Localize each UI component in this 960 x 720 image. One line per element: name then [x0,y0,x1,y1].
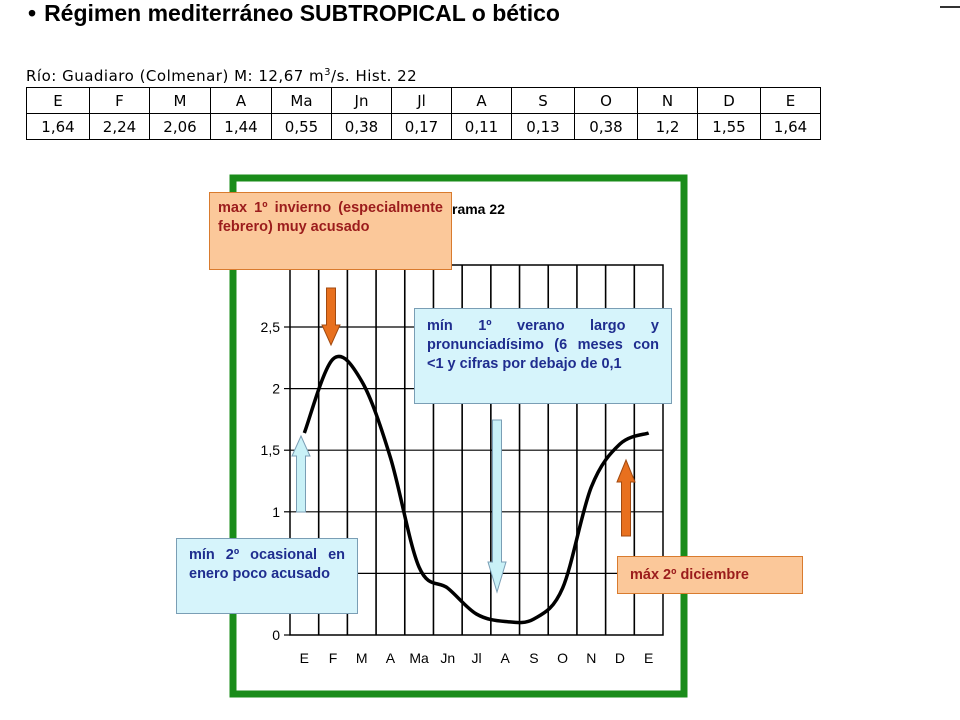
value-cell: 0,38 [331,113,392,140]
annotation-min-january: mín 2º ocasional en enero poco acusado [176,538,358,614]
annotation-max-december-text: máx 2º diciembre [630,567,749,583]
title-text: Régimen mediterráneo SUBTROPICAL o bétic… [44,0,560,26]
value-cell: 1,2 [637,113,698,140]
annotation-min-summer: mín 1º verano largo y pronunciadísimo (6… [414,308,672,404]
value-cell: 0,11 [451,113,512,140]
flow-line [302,354,650,625]
values-row: 1,64 2,24 2,06 1,44 0,55 0,38 0,17 0,11 0,13 0,38… [26,113,821,140]
month-header-cell: A [451,87,512,114]
annotation-max-december: máx 2º diciembre [617,556,803,594]
annotation-min-summer-text: mín 1º verano largo y pronunciadísimo (6… [427,318,659,372]
river-caption-suffix: /s. Hist. 22 [331,67,418,85]
flow-table: E F M A Ma Jn Jl A S O N D E 1,64 2,24 2,06 1,44 0,55 0,3… [26,87,821,140]
x-tick-label: S [529,650,538,666]
river-caption: Río: Guadiaro (Colmenar) M: 12,67 m3/s. … [26,67,417,85]
river-caption-prefix: Río: Guadiaro (Colmenar) M: 12,67 m [26,67,325,85]
month-header-cell: Ma [271,87,332,114]
annotation-min-january-text: mín 2º ocasional en enero poco acusado [189,547,345,582]
month-header-cell: Jl [391,87,452,114]
x-tick-label: A [501,650,511,666]
annotation-max-winter: max 1º invierno (especialmente febrero) … [209,192,452,270]
value-cell: 1,64 [26,113,90,140]
y-tick-label: 2 [272,381,280,397]
bullet: • [28,0,37,26]
value-cell: 1,44 [210,113,272,140]
value-cell: 1,64 [760,113,821,140]
x-tick-label: F [329,650,338,666]
value-cell: 0,38 [574,113,638,140]
y-tick-label: 1 [272,504,280,520]
x-tick-label: A [386,650,396,666]
x-tick-label: Jl [471,650,481,666]
x-tick-label: Jn [440,650,455,666]
x-tick-label: E [300,650,309,666]
x-tick-label: D [615,650,625,666]
value-cell: 0,55 [271,113,332,140]
x-tick-label: N [586,650,596,666]
value-cell: 0,13 [511,113,575,140]
y-tick-label: 0 [272,627,280,643]
value-cell: 1,55 [697,113,761,140]
chart-title: rama 22 [452,201,505,217]
arrow-down-blue [487,419,507,594]
x-tick-label: Ma [409,650,429,666]
month-header-cell: S [511,87,575,114]
x-tick-label: M [356,650,368,666]
y-tick-label: 1,5 [261,442,281,458]
corner-mark [940,0,960,8]
month-header-cell: N [637,87,698,114]
month-header-cell: E [760,87,821,114]
y-tick-label: 2,5 [261,319,281,335]
month-header-cell: E [26,87,90,114]
value-cell: 2,24 [89,113,150,140]
arrow-up-orange [616,458,636,537]
arrow-down-orange [321,287,341,347]
page-title: • Régimen mediterráneo SUBTROPICAL o béti… [28,0,560,27]
arrow-up-blue [291,434,311,513]
value-cell: 0,17 [391,113,452,140]
annotation-max-winter-text: max 1º invierno (especialmente febrero) … [218,200,443,235]
river-caption-sup: 3 [324,67,332,78]
x-tick-label: E [644,650,653,666]
x-tick-label: O [557,650,568,666]
month-header-cell: M [149,87,211,114]
